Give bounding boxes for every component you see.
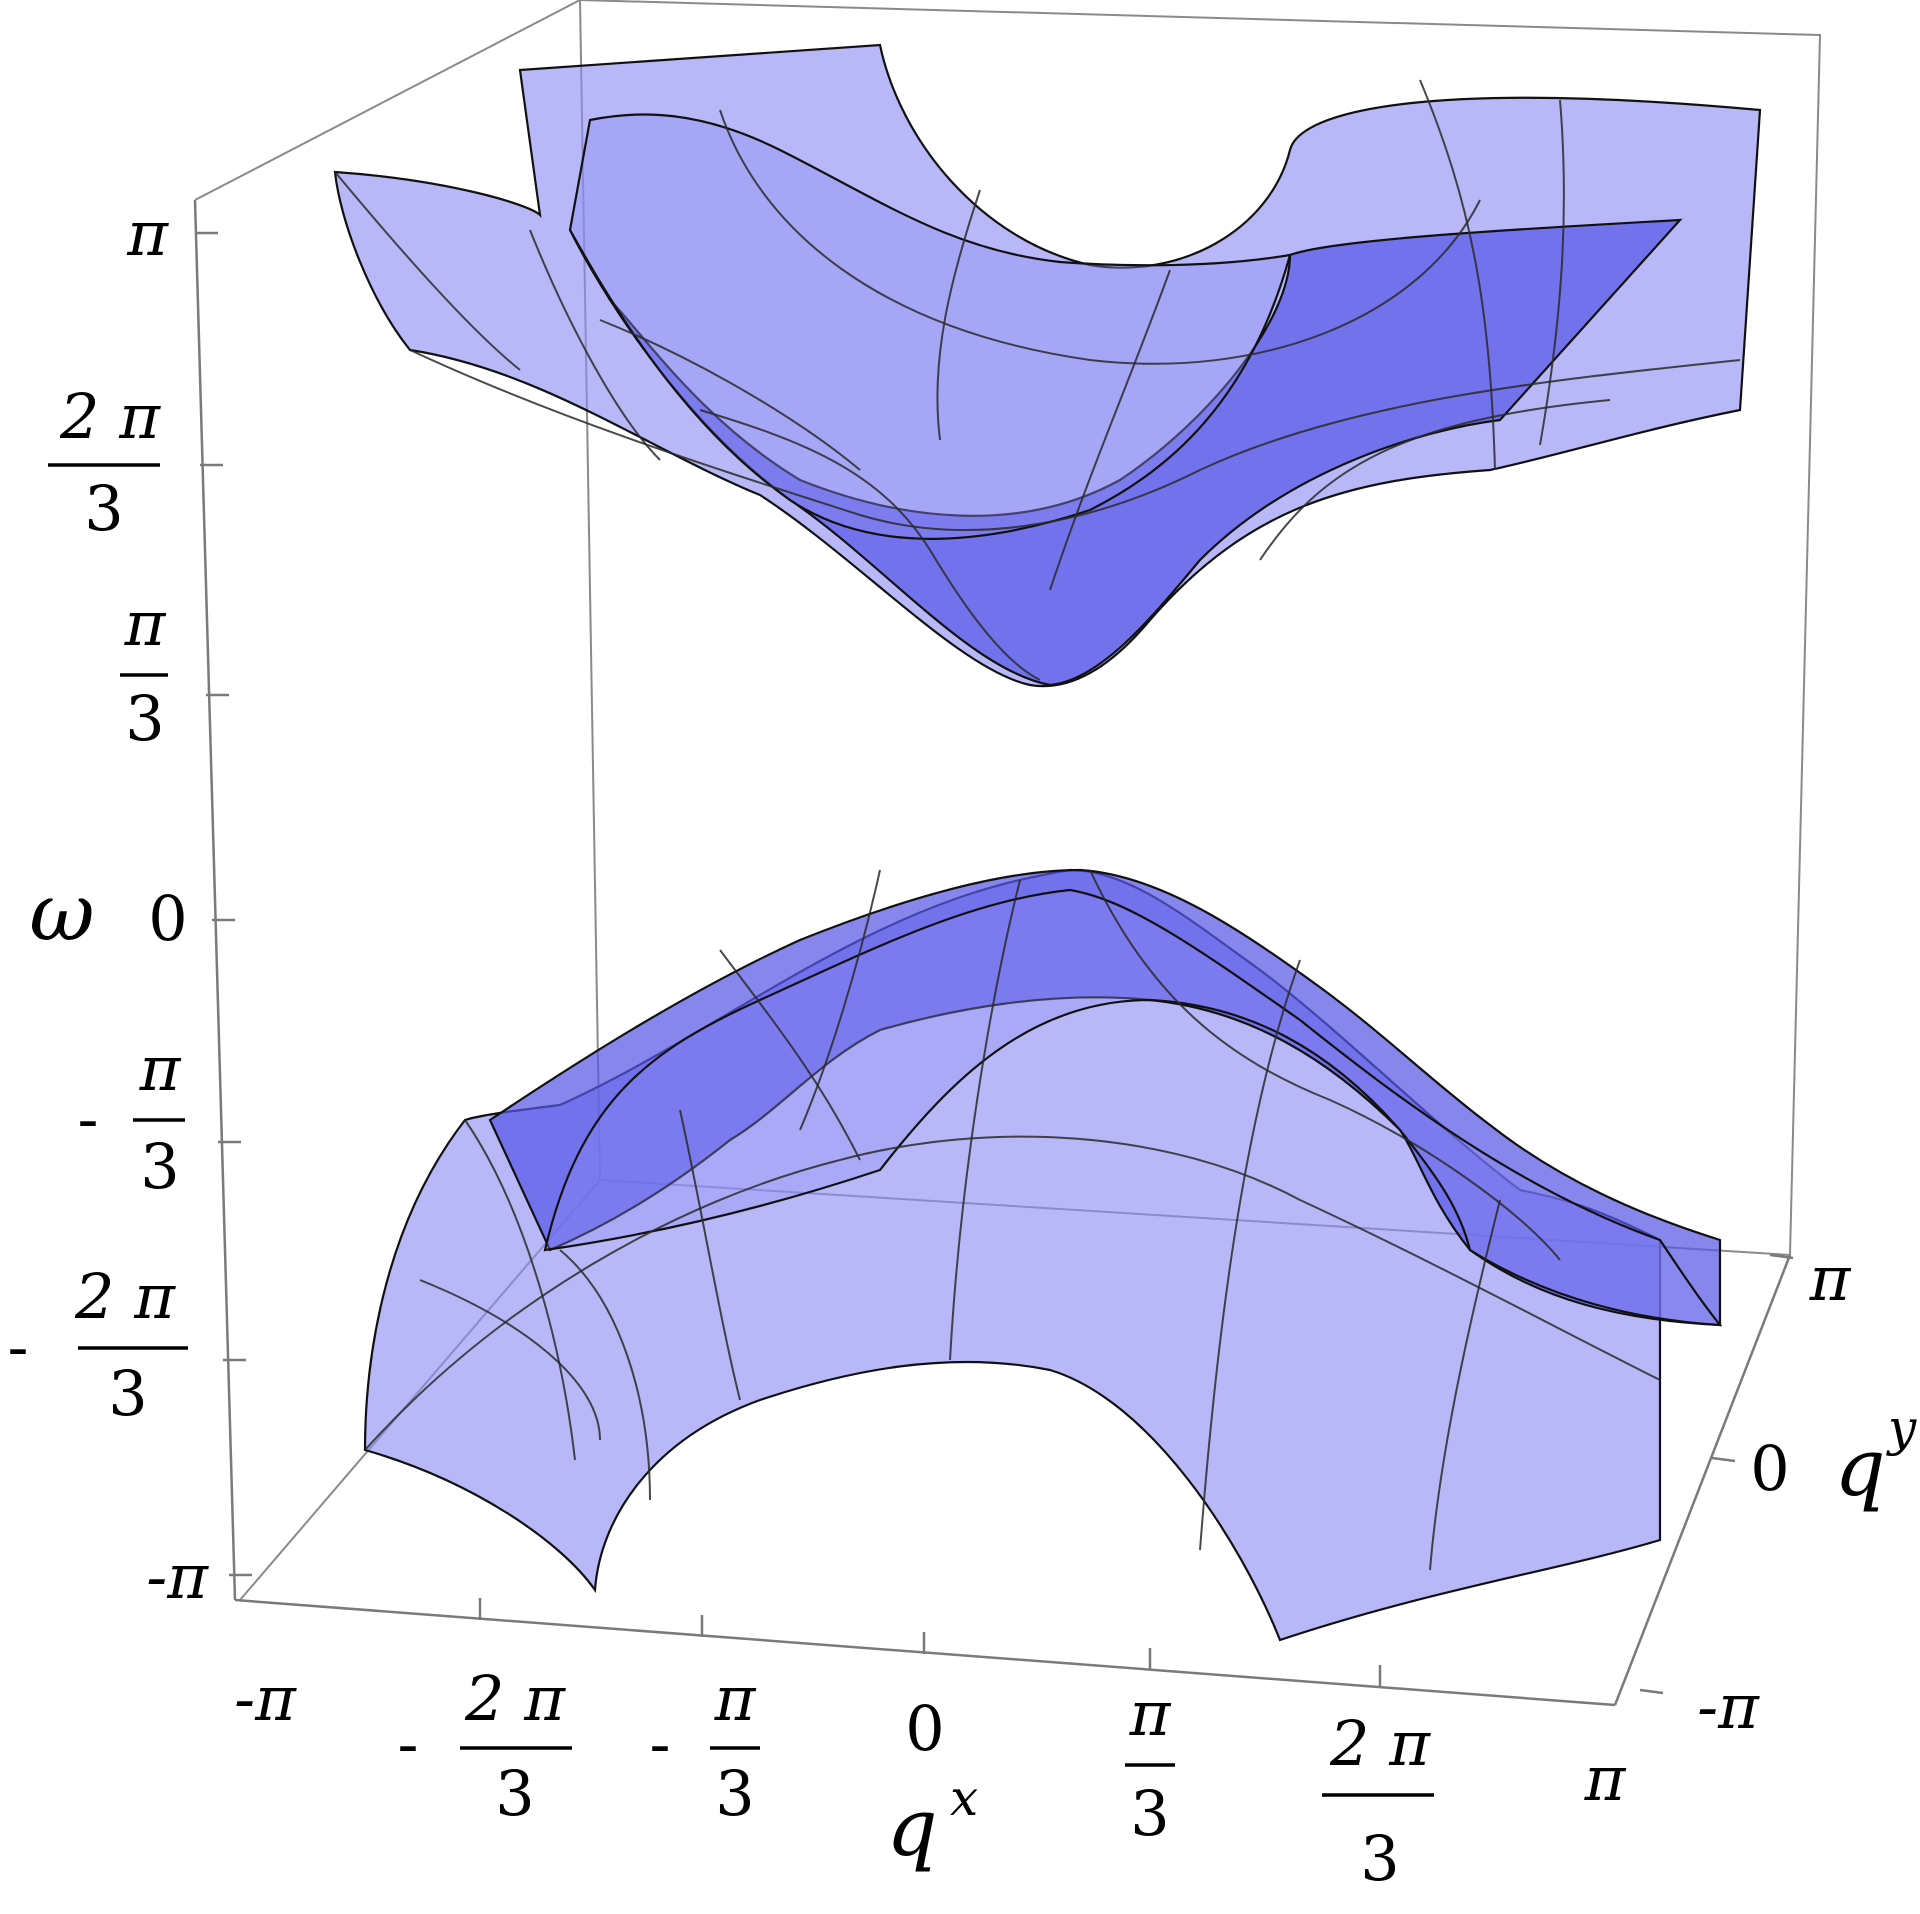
svg-text:x: x: [950, 1769, 978, 1827]
lower-band-surface: [363, 868, 1723, 1642]
z-axis-ticks: [195, 231, 252, 1577]
x-tick-label: 3: [1130, 1777, 1169, 1850]
x-tick-label: -π: [234, 1662, 297, 1735]
z-tick-label: 0: [148, 882, 187, 955]
y-tick-label: π: [1809, 1242, 1852, 1315]
x-tick-label: π: [1129, 1677, 1172, 1750]
z-tick-label: π: [139, 1032, 182, 1105]
x-tick-label: 3: [495, 1757, 534, 1830]
z-tick-label: -: [8, 1310, 29, 1383]
z-tick-labels: π 2 π 3 π 3 0 - π 3 - 2 π 3 -π: [8, 197, 210, 1613]
x-tick-label: 2 π: [1329, 1707, 1431, 1780]
y-axis-ticks: [1639, 1253, 1794, 1695]
z-tick-label: 2 π: [74, 1260, 176, 1333]
x-tick-label: -: [650, 1707, 671, 1780]
x-tick-label: 0: [905, 1692, 944, 1765]
x-tick-label: -: [398, 1707, 419, 1780]
z-tick-label: 3: [140, 1130, 179, 1203]
x-tick-labels: -π - 2 π 3 - π 3 0 π 3 2 π 3 π: [234, 1662, 1626, 1895]
upper-band-surface: [333, 43, 1762, 688]
omega-axis-label: ω: [29, 866, 94, 959]
z-tick-label: π: [126, 197, 169, 270]
qx-axis-label: q x: [886, 1769, 978, 1874]
z-tick-label: 3: [84, 472, 123, 545]
x-tick-label: π: [714, 1662, 757, 1735]
z-tick-label: -π: [146, 1540, 209, 1613]
x-tick-label: 3: [1360, 1822, 1399, 1895]
z-tick-label: π: [124, 587, 167, 660]
svg-text:q: q: [886, 1781, 937, 1874]
x-tick-label: 3: [715, 1757, 754, 1830]
svg-text:y: y: [1886, 1399, 1917, 1457]
qy-axis-label: q y: [1834, 1399, 1917, 1514]
z-tick-label: 3: [125, 682, 164, 755]
z-tick-label: -: [78, 1082, 99, 1155]
y-tick-labels: π 0 -π: [1697, 1242, 1851, 1743]
z-tick-label: 2 π: [59, 380, 161, 453]
x-axis-ticks: [478, 1598, 1382, 1687]
y-tick-label: 0: [1750, 1432, 1789, 1505]
x-tick-label: π: [1584, 1742, 1627, 1815]
x-tick-label: 2 π: [464, 1662, 566, 1735]
z-tick-label: 3: [108, 1357, 147, 1430]
y-tick-label: -π: [1697, 1670, 1760, 1743]
svg-text:q: q: [1834, 1421, 1885, 1514]
